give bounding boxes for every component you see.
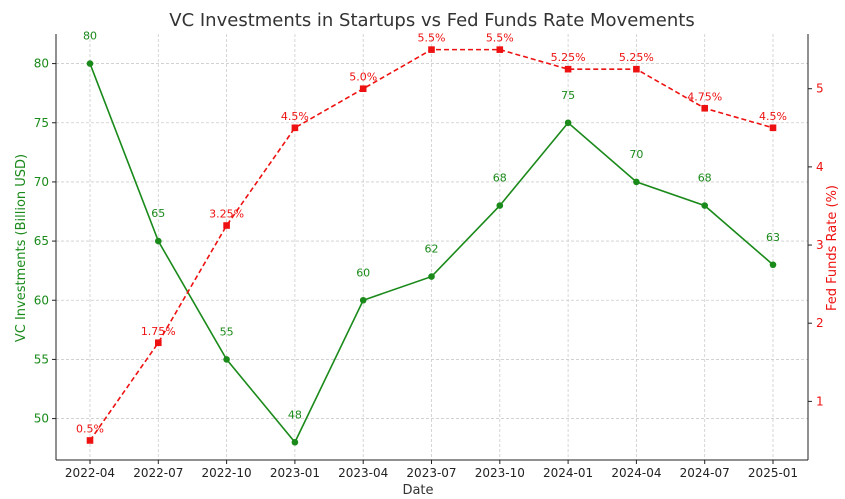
left-y-tick-label: 65 bbox=[34, 234, 49, 248]
vc-investment-label: 48 bbox=[288, 408, 302, 421]
left-y-tick-label: 50 bbox=[34, 412, 49, 426]
vc-investment-point bbox=[769, 261, 777, 269]
fed-rate-point bbox=[359, 85, 367, 93]
x-axis-title: Date bbox=[402, 483, 433, 498]
fed-rate-label: 0.5% bbox=[76, 422, 104, 435]
vc-investment-label: 55 bbox=[220, 325, 234, 338]
vc-investments-series: 80 65 55 48 60 62 68 75 70 68 63 bbox=[83, 30, 780, 446]
x-tick-label: 2022-07 bbox=[133, 466, 183, 480]
left-y-tick-label: 70 bbox=[34, 175, 49, 189]
vc-investment-label: 62 bbox=[425, 243, 439, 256]
right-axis-title: Fed Funds Rate (%) bbox=[825, 185, 840, 311]
left-y-tick-label: 60 bbox=[34, 293, 49, 307]
left-y-tick-label: 55 bbox=[34, 352, 49, 366]
x-tick-label: 2024-01 bbox=[543, 466, 593, 480]
x-tick-label: 2024-04 bbox=[611, 466, 661, 480]
right-y-tick-label: 5 bbox=[816, 82, 824, 96]
vc-investment-point bbox=[428, 273, 435, 280]
right-y-tick-label: 4 bbox=[816, 160, 824, 174]
fed-rate-label: 4.75% bbox=[687, 90, 722, 103]
left-y-tick-label: 75 bbox=[34, 116, 49, 130]
x-tick-label: 2024-07 bbox=[680, 466, 730, 480]
vc-investment-label: 68 bbox=[698, 172, 712, 185]
vc-investment-point bbox=[359, 296, 367, 304]
fed-rate-point bbox=[291, 124, 299, 132]
fed-rate-point bbox=[701, 104, 708, 112]
fed-rate-label: 4.5% bbox=[759, 110, 787, 123]
fed-funds-rate-series: 0.5% 1.75% 3.25% 4.5% 5.0% 5.5% 5.5% 5.25% 5.25%… bbox=[76, 32, 787, 444]
vc-investment-point bbox=[496, 202, 504, 209]
fed-rate-label: 5.5% bbox=[418, 32, 446, 45]
vc-investment-label: 70 bbox=[629, 148, 643, 161]
x-tick-label: 2023-07 bbox=[406, 466, 456, 480]
vc-investment-label: 75 bbox=[561, 89, 575, 102]
fed-rate-label: 5.0% bbox=[349, 71, 377, 84]
fed-rate-label: 5.25% bbox=[619, 51, 654, 64]
axes: 2022-04 2022-07 2022-10 2023-01 2023-04 2023-… bbox=[34, 34, 824, 480]
vc-investment-label: 68 bbox=[493, 172, 507, 185]
vc-investment-label: 63 bbox=[766, 231, 780, 244]
fed-rate-point bbox=[86, 437, 94, 444]
chart-title: VC Investments in Startups vs Fed Funds … bbox=[169, 10, 694, 31]
x-tick-label: 2023-10 bbox=[475, 466, 525, 480]
x-tick-label: 2022-10 bbox=[202, 466, 252, 480]
fed-rate-point bbox=[496, 46, 504, 53]
vc-investment-point bbox=[564, 119, 572, 127]
grid bbox=[56, 34, 808, 460]
fed-rate-point bbox=[564, 65, 572, 73]
vc-investment-label: 60 bbox=[356, 266, 370, 279]
vc-investment-point bbox=[155, 237, 162, 245]
fed-rate-point bbox=[428, 46, 435, 53]
vc-investment-point bbox=[223, 356, 230, 363]
x-tick-label: 2023-01 bbox=[270, 466, 320, 480]
x-tick-label: 2023-04 bbox=[338, 466, 388, 480]
right-y-tick-label: 3 bbox=[816, 238, 824, 252]
left-y-tick-label: 80 bbox=[34, 57, 49, 71]
left-axis-title: VC Investments (Billion USD) bbox=[14, 154, 29, 342]
fed-rate-label: 1.75% bbox=[141, 325, 176, 338]
fed-rate-label: 5.25% bbox=[551, 51, 586, 64]
fed-rate-label: 4.5% bbox=[281, 110, 309, 123]
right-y-tick-label: 1 bbox=[816, 394, 824, 408]
vc-investment-label: 80 bbox=[83, 30, 97, 43]
vc-investment-point bbox=[633, 178, 640, 186]
x-tick-label: 2022-04 bbox=[65, 466, 115, 480]
vc-investment-point bbox=[86, 60, 94, 67]
fed-rate-label: 3.25% bbox=[209, 208, 244, 221]
fed-rate-point bbox=[769, 124, 777, 132]
x-tick-label: 2025-01 bbox=[748, 466, 798, 480]
fed-rate-label: 5.5% bbox=[486, 32, 514, 45]
fed-rate-point bbox=[633, 65, 640, 73]
vc-investment-point bbox=[701, 202, 708, 209]
right-y-tick-label: 2 bbox=[816, 316, 824, 330]
vc-investment-label: 65 bbox=[151, 207, 165, 220]
fed-rate-point bbox=[223, 222, 230, 229]
vc-investment-point bbox=[291, 438, 299, 446]
fed-rate-point bbox=[155, 339, 162, 347]
